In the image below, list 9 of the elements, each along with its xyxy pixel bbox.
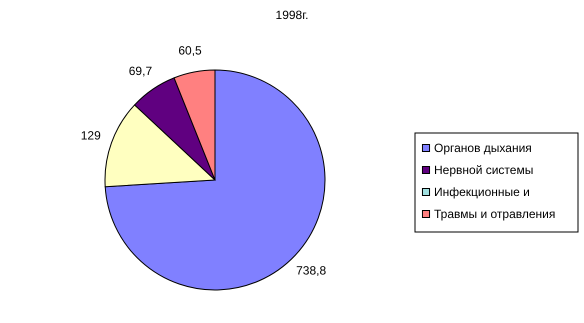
legend-label: Органов дыхания (434, 141, 532, 155)
data-label: 69,7 (128, 64, 152, 78)
legend-label: Нервной системы (434, 163, 534, 177)
data-label: 738,8 (296, 263, 326, 278)
data-label: 129 (80, 128, 102, 142)
legend-label: Травмы и отравления (434, 207, 556, 221)
legend-label: Инфекционные и (434, 185, 530, 199)
chart-title: 1998г. (276, 8, 308, 22)
data-label: 60,5 (178, 43, 202, 58)
